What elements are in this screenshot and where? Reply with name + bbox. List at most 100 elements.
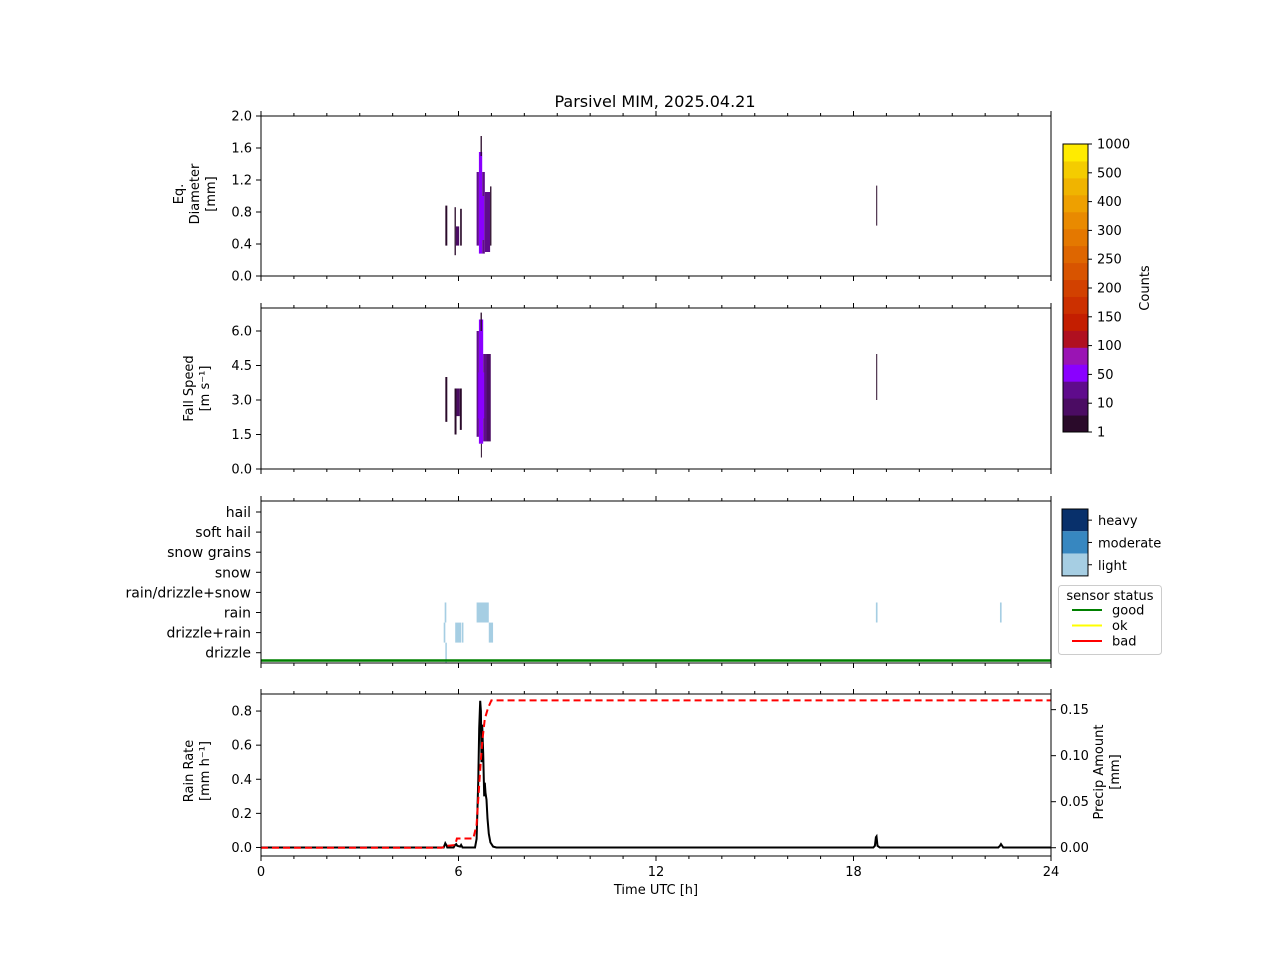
y-axis-label: [mm] [1108, 754, 1123, 789]
speed-cell [456, 388, 460, 417]
y-tick-label: 3.0 [231, 394, 252, 409]
colorbar-tick-label: 300 [1097, 224, 1122, 239]
rain-rate-panel: 0.0 0.2 0.4 0.6 0.8 0.00 0.05 0.10 0.15 0 6 12 18 24 R… [182, 689, 1123, 880]
colorbar-tick-label: 150 [1097, 310, 1122, 325]
status-legend-box [1058, 585, 1162, 655]
precip-type-cell [444, 602, 447, 623]
intensity-frame [1061, 508, 1089, 577]
y-tick-label: 0.8 [231, 206, 252, 221]
y-axis-label: [mm] [204, 176, 219, 211]
x-tick-label: 12 [648, 865, 665, 880]
y-axis-label: Fall Speed [182, 355, 197, 421]
precip-type-cell [999, 602, 1002, 623]
diameter-cell [454, 207, 456, 256]
y-tick-label: 0.0 [231, 841, 252, 856]
diameter-cell [445, 205, 448, 246]
x-tick-label: 6 [454, 865, 462, 880]
colorbar-segment [1063, 144, 1088, 162]
intensity-label-light: light [1098, 559, 1127, 574]
colorbar-segment [1063, 364, 1088, 382]
status-legend-title: sensor status [1066, 589, 1153, 604]
precip-type-cell [445, 642, 447, 663]
precip-type-cell [476, 602, 489, 623]
category-label: snow [215, 565, 251, 581]
rain-rate-line [261, 700, 1051, 849]
y-axis-label: [mm h⁻¹] [198, 741, 213, 801]
y2-tick-label: 0.00 [1060, 841, 1089, 856]
colorbar-tick-label: 1 [1097, 426, 1105, 441]
y2-tick-label: 0.10 [1060, 749, 1089, 764]
colorbar-segment [1063, 211, 1088, 230]
precip-type-cell [875, 602, 878, 623]
status-label-good: good [1112, 604, 1144, 619]
y-tick-label: 6.0 [231, 325, 252, 340]
colorbar-segment [1063, 262, 1088, 281]
speed-cell [486, 354, 491, 442]
colorbar-segment [1063, 296, 1088, 314]
y2-tick-label: 0.05 [1060, 795, 1089, 810]
speed-cell [478, 372, 485, 419]
category-label: drizzle [205, 646, 251, 662]
colorbar-segment [1063, 381, 1088, 399]
colorbar-segment [1063, 330, 1088, 348]
y-tick-label: 0.4 [231, 773, 252, 788]
colorbar-tick-label: 10 [1097, 397, 1114, 412]
diameter-cell [479, 196, 485, 240]
colorbar-segment [1063, 194, 1088, 213]
y-axis-label: Eq. [172, 184, 187, 205]
precip-type-cell [443, 622, 446, 643]
colorbar-segment [1063, 228, 1088, 247]
diameter-cell [484, 192, 491, 252]
category-label: rain [224, 606, 251, 622]
speed-cell [459, 388, 462, 430]
y-tick-label: 0.4 [231, 238, 252, 253]
fall-speed-panel: 0.0 1.5 3.0 4.5 6.0 Fall Speed [m s⁻¹] [182, 303, 1052, 478]
counts-colorbar: 1 10 50 100 150 200 250 300 400 500 1000 Counts [1062, 138, 1153, 441]
colorbar-segment [1063, 347, 1088, 365]
intensity-swatch-moderate [1062, 531, 1088, 554]
y-tick-label: 1.2 [231, 174, 252, 189]
plot-frame [260, 500, 1052, 664]
colorbar-segment [1063, 415, 1088, 433]
category-label: soft hail [195, 525, 251, 541]
colorbar-tick-label: 50 [1097, 368, 1114, 383]
y-tick-label: 1.5 [231, 428, 252, 443]
y-tick-label: 2.0 [231, 110, 252, 125]
colorbar-segment [1063, 245, 1088, 264]
precip-type-cell [461, 622, 464, 643]
precip-type-panel: hail soft hail snow grains snow rain/drizzle… [126, 496, 1052, 668]
category-label: rain/drizzle+snow [126, 585, 251, 601]
x-axis-label: Time UTC [h] [613, 883, 698, 898]
speed-cell [454, 388, 457, 435]
colorbar-segment [1063, 398, 1088, 416]
diameter-cell [480, 136, 482, 156]
y-tick-label: 0.0 [231, 463, 252, 478]
colorbar-tick-label: 1000 [1097, 138, 1130, 153]
diameter-cell [455, 226, 460, 246]
intensity-label-heavy: heavy [1098, 514, 1138, 529]
precip-type-cell [455, 622, 462, 643]
plot-frame [260, 307, 1052, 470]
diameter-cell [476, 172, 479, 246]
colorbar-segment [1063, 279, 1088, 297]
x-tick-label: 24 [1043, 865, 1060, 880]
colorbar-segment [1063, 177, 1088, 196]
diameter-cell [490, 186, 492, 246]
y-tick-label: 0.8 [231, 705, 252, 720]
speed-cell [483, 354, 487, 442]
y-tick-label: 1.6 [231, 142, 252, 157]
plot-frame [260, 693, 1052, 857]
y-axis-label: Diameter [188, 163, 203, 224]
speed-cell [476, 331, 479, 437]
intensity-swatch-heavy [1062, 509, 1088, 532]
y-tick-label: 0.6 [231, 739, 252, 754]
intensity-legend: heavy moderate light [1061, 508, 1161, 577]
colorbar-tick-label: 400 [1097, 195, 1122, 210]
precip-amount-line [261, 699, 1051, 849]
status-label-ok: ok [1112, 619, 1128, 634]
category-label: drizzle+rain [166, 626, 251, 642]
speed-cell [480, 443, 482, 458]
speed-cell [480, 312, 482, 331]
y-tick-label: 4.5 [231, 359, 252, 374]
